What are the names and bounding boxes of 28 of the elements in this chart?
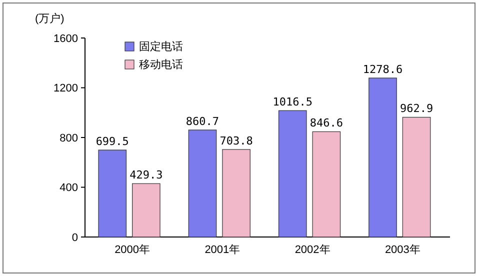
bar (402, 116, 431, 238)
data-label: 1016.5 (272, 96, 312, 109)
data-label: 703.8 (220, 134, 253, 148)
data-label: 429.3 (130, 168, 163, 182)
x-tick-label: 2001年 (204, 244, 240, 256)
legend-label: 移动电话 (139, 58, 183, 71)
y-tick-label: 1600 (54, 32, 78, 45)
bar (278, 110, 307, 238)
data-label: 1278.6 (362, 62, 403, 76)
y-axis-title: (万户) (35, 12, 64, 25)
data-label: 860.7 (186, 114, 220, 128)
bar (222, 149, 250, 238)
bar (312, 131, 341, 238)
x-tick-label: 2003年 (384, 244, 420, 256)
x-tick-label: 2000年 (114, 244, 150, 256)
data-label: 699.5 (96, 135, 129, 148)
data-label: 962.9 (400, 102, 434, 116)
y-tick-label: 400 (60, 182, 78, 194)
x-tick-label: 2002年 (294, 244, 330, 256)
y-tick-label: 1200 (54, 82, 78, 95)
bar (188, 130, 217, 238)
y-tick-label: 800 (60, 132, 78, 144)
bar (132, 183, 160, 238)
legend-label: 固定电话 (139, 40, 183, 53)
y-tick-label: 0 (72, 232, 78, 244)
data-label: 846.6 (310, 116, 343, 130)
bar (98, 150, 127, 238)
bar (368, 78, 397, 238)
